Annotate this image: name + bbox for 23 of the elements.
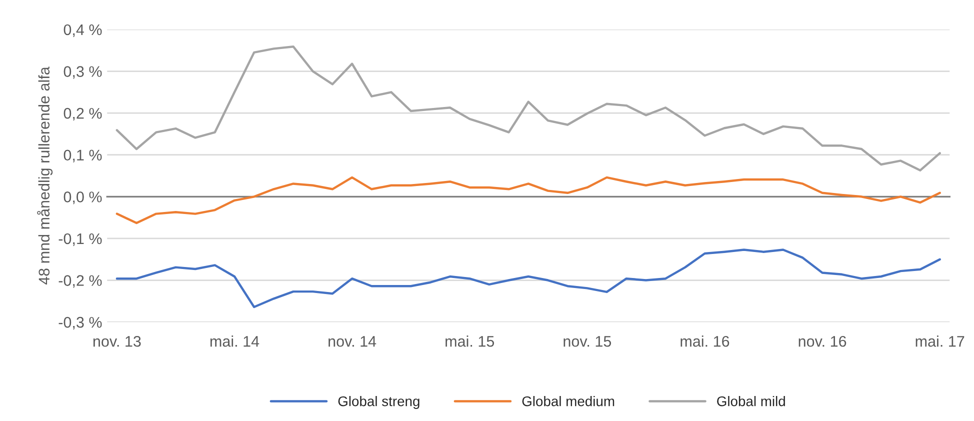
y-tick-label: -0,2 % <box>58 275 102 288</box>
x-tick-label: mai. 16 <box>680 336 730 347</box>
x-tick-label: nov. 13 <box>93 336 141 347</box>
y-tick-label: 0,0 % <box>64 192 102 204</box>
legend-label: Global mild <box>717 396 785 406</box>
line-series <box>116 248 941 308</box>
line-series <box>116 176 941 224</box>
y-tick-label: 0,1 % <box>64 150 102 162</box>
y-axis-title: 48 mnd månedlig rullerende alfa <box>37 66 53 285</box>
y-tick-label: 0,3 % <box>64 66 102 79</box>
x-tick-label: nov. 16 <box>798 336 846 347</box>
x-tick-label: mai. 17 <box>916 336 964 347</box>
x-tick-label: nov. 15 <box>564 336 612 347</box>
y-tick-label: 0,2 % <box>64 108 102 121</box>
y-tick-label: -0,3 % <box>58 316 102 330</box>
y-tick-label: 0,4 % <box>64 24 102 37</box>
line-series <box>116 46 941 172</box>
legend-label: Global medium <box>522 396 614 406</box>
legend-label: Global streng <box>338 396 420 409</box>
y-tick-label: -0,1 % <box>58 233 102 246</box>
x-tick-label: mai. 14 <box>210 336 260 347</box>
x-tick-label: mai. 15 <box>446 336 494 347</box>
x-tick-label: nov. 14 <box>328 336 376 347</box>
